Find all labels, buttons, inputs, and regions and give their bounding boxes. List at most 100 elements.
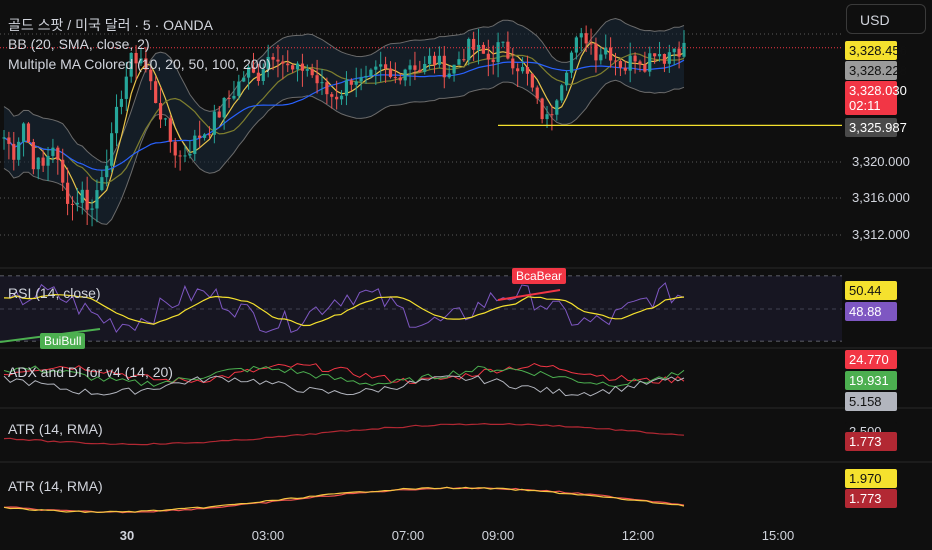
rsi-line [3, 282, 685, 334]
candle-body [183, 155, 187, 157]
price-label: 3,328.030 [845, 81, 907, 100]
candle-body [2, 137, 6, 139]
candle-body [408, 65, 412, 70]
adx-line-0 [3, 362, 685, 385]
rsi-value-label: 50.44 [845, 281, 897, 300]
candle-body [628, 55, 632, 71]
candle-body [295, 63, 300, 70]
candle-body [516, 68, 520, 72]
candle-body [472, 38, 476, 50]
bb-legend[interactable]: BB (20, SMA, close, 2) [8, 36, 150, 52]
time-tick-label: 30 [120, 528, 134, 543]
candle-body [202, 134, 207, 138]
candle-body [496, 42, 500, 63]
candle-body [613, 60, 618, 62]
atr2-line-red [3, 486, 685, 514]
candle-body [667, 52, 671, 64]
candle-body [17, 141, 21, 160]
price-tick-label: 3,316.000 [852, 190, 910, 205]
candle-body [227, 97, 231, 99]
candle-body [423, 63, 427, 72]
candle-body [168, 118, 172, 142]
candle-body [383, 64, 388, 69]
adx-value-label: 19.931 [845, 371, 897, 390]
candle-body [364, 75, 368, 78]
time-tick-label: 15:00 [762, 528, 795, 543]
candle-body [154, 81, 158, 104]
bear-signal-label: BcaBear [512, 268, 567, 284]
candle-body [256, 72, 260, 81]
candle-body [623, 67, 627, 71]
candle-body [374, 66, 378, 70]
candle-body [330, 94, 334, 97]
candle-body [158, 103, 163, 120]
ma-line-1 [3, 52, 685, 184]
candle-body [70, 203, 75, 205]
candle-body [354, 81, 358, 85]
candle-body [682, 42, 686, 57]
atr1-line [3, 422, 685, 446]
rsi-value-label: 48.88 [845, 302, 897, 321]
currency-button[interactable]: USD [846, 4, 926, 34]
candle-body [555, 100, 559, 115]
adx-legend[interactable]: ADX and DI for v4 (14, 20) [8, 364, 173, 380]
candle-body [398, 77, 402, 81]
atr1-legend[interactable]: ATR (14, RMA) [8, 421, 103, 437]
candle-body [369, 69, 373, 76]
candle-body [520, 67, 525, 72]
candle-body [149, 69, 153, 82]
candle-body [511, 58, 515, 69]
candle-body [61, 159, 65, 183]
candle-body [320, 82, 324, 84]
candle-body [247, 67, 251, 78]
candle-body [217, 111, 221, 118]
candle-body [193, 135, 197, 154]
candle-body [75, 202, 79, 205]
candle-body [643, 64, 647, 72]
candle-body [589, 43, 593, 45]
candle-body [100, 177, 104, 191]
candle-body [237, 81, 241, 96]
candle-body [85, 189, 89, 210]
candle-body [281, 61, 285, 64]
adx-value-label: 24.770 [845, 350, 897, 369]
rsi-legend[interactable]: RSI (14, close) [8, 285, 101, 301]
bear-divergence-line [497, 289, 561, 301]
ma-line-0 [3, 41, 685, 204]
candle-body [232, 95, 236, 99]
adx-value-label: 5.158 [845, 392, 897, 411]
candle-body [677, 48, 681, 57]
candle-body [501, 41, 505, 43]
candle-body [7, 137, 11, 144]
candle-body [80, 189, 84, 203]
atr2-legend[interactable]: ATR (14, RMA) [8, 478, 103, 494]
candle-body [594, 43, 598, 61]
candle-body [251, 67, 256, 73]
candle-body [36, 157, 40, 170]
price-tick-label: 3,320.000 [852, 154, 910, 169]
candle-body [457, 59, 461, 65]
candle-body [300, 63, 305, 71]
candle-body [325, 82, 329, 95]
candle-body [271, 56, 275, 60]
symbol-title: 골드 스팟 / 미국 달러 · 5 · OANDA [8, 17, 213, 33]
candle-body [56, 147, 60, 160]
candle-body [310, 69, 314, 76]
candle-body [31, 142, 35, 170]
candle-body [26, 123, 31, 143]
candle-body [188, 153, 192, 156]
bb-cloud [4, 18, 684, 225]
mma-legend[interactable]: Multiple MA Colored (10, 20, 50, 100, 20… [8, 56, 272, 72]
candle-body [291, 65, 295, 70]
candle-body [110, 133, 114, 166]
candle-body [95, 190, 99, 209]
candle-body [344, 80, 349, 96]
candle-body [388, 68, 393, 78]
candle-body [432, 55, 437, 65]
bb-lower [3, 79, 685, 225]
candle-body [462, 59, 466, 61]
candle-body [535, 87, 539, 99]
candle-body [335, 96, 339, 100]
candle-body [653, 53, 657, 57]
